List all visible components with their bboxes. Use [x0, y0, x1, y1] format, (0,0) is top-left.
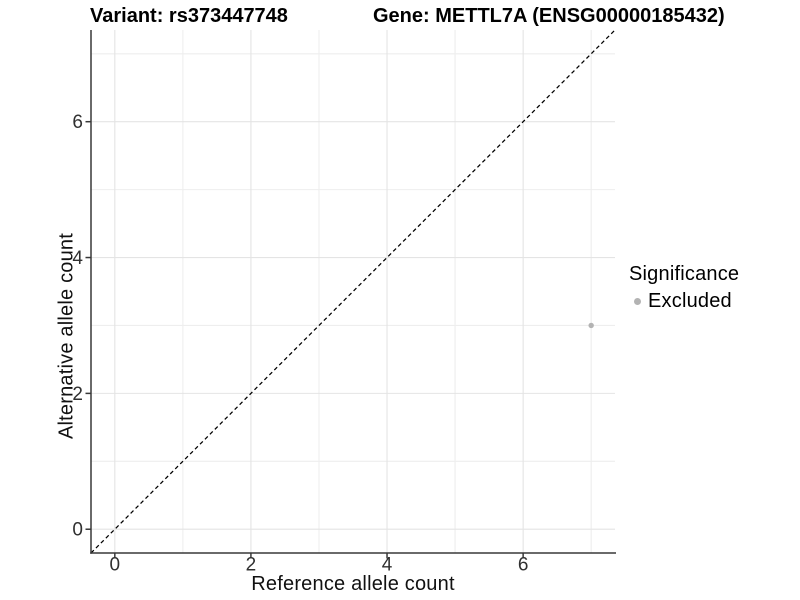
- plot-title-gene: Gene: METTL7A (ENSG00000185432): [373, 5, 725, 27]
- x-tick-label: 4: [382, 555, 393, 576]
- data-point: [588, 322, 594, 329]
- y-axis-title: Alternative allele count: [55, 232, 78, 440]
- circle-marker-icon: [634, 298, 641, 305]
- y-tick-label: 6: [72, 112, 83, 133]
- x-tick-label: 2: [246, 555, 257, 576]
- legend-title: Significance: [629, 263, 740, 285]
- legend-item-label: Excluded: [648, 290, 732, 312]
- x-tick-label: 0: [110, 555, 121, 576]
- plot-title-variant: Variant: rs373447748: [90, 5, 288, 27]
- legend: Significance Excluded: [629, 263, 739, 313]
- x-tick-label: 6: [518, 555, 529, 576]
- x-axis-title: Reference allele count: [251, 573, 455, 595]
- identity-line: [90, 29, 616, 554]
- y-tick-label: 2: [72, 384, 83, 405]
- y-tick-label: 4: [72, 248, 83, 269]
- y-tick-label: 0: [72, 520, 83, 541]
- legend-item-excluded: Excluded: [629, 290, 739, 313]
